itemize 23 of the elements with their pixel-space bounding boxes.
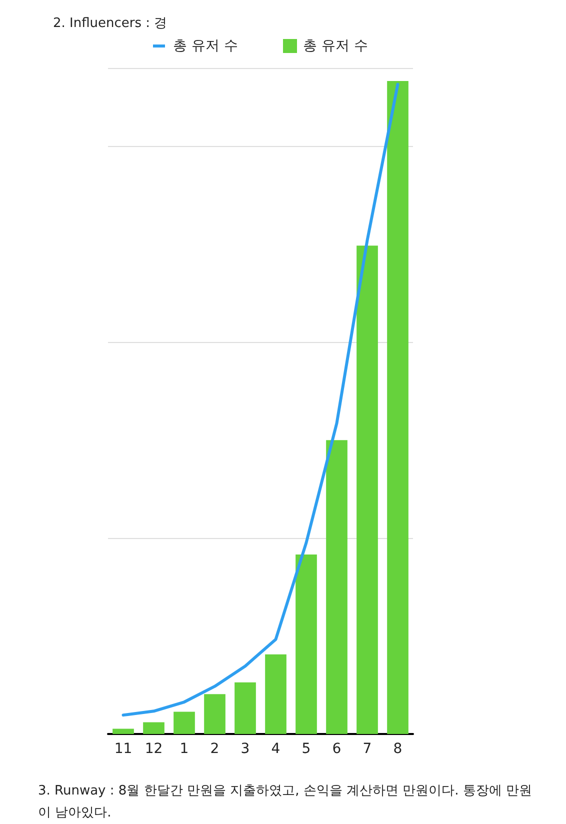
bar xyxy=(234,682,256,734)
x-tick-label: 11 xyxy=(114,741,132,757)
bar xyxy=(265,654,286,734)
bar xyxy=(143,722,164,734)
x-tick-label: 3 xyxy=(240,741,250,757)
x-tick-label: 4 xyxy=(271,741,280,757)
x-tick-label: 6 xyxy=(332,741,342,757)
x-tick-label: 7 xyxy=(362,741,372,757)
x-tick-label: 5 xyxy=(302,741,311,757)
bar xyxy=(387,81,408,734)
x-tick-label: 12 xyxy=(144,741,163,757)
bar xyxy=(174,712,195,734)
bar xyxy=(356,246,378,734)
bar xyxy=(204,694,226,734)
bar xyxy=(326,440,348,734)
bar xyxy=(112,728,134,734)
x-tick-label: 8 xyxy=(393,741,402,757)
x-tick-label: 1 xyxy=(180,741,189,757)
chart-title: 2. Influencers : 경 xyxy=(53,16,168,31)
legend-label: 총 유저 수 xyxy=(303,38,368,54)
bar xyxy=(296,554,317,734)
legend-label: 총 유저 수 xyxy=(173,38,238,54)
x-tick-label: 2 xyxy=(210,741,220,757)
